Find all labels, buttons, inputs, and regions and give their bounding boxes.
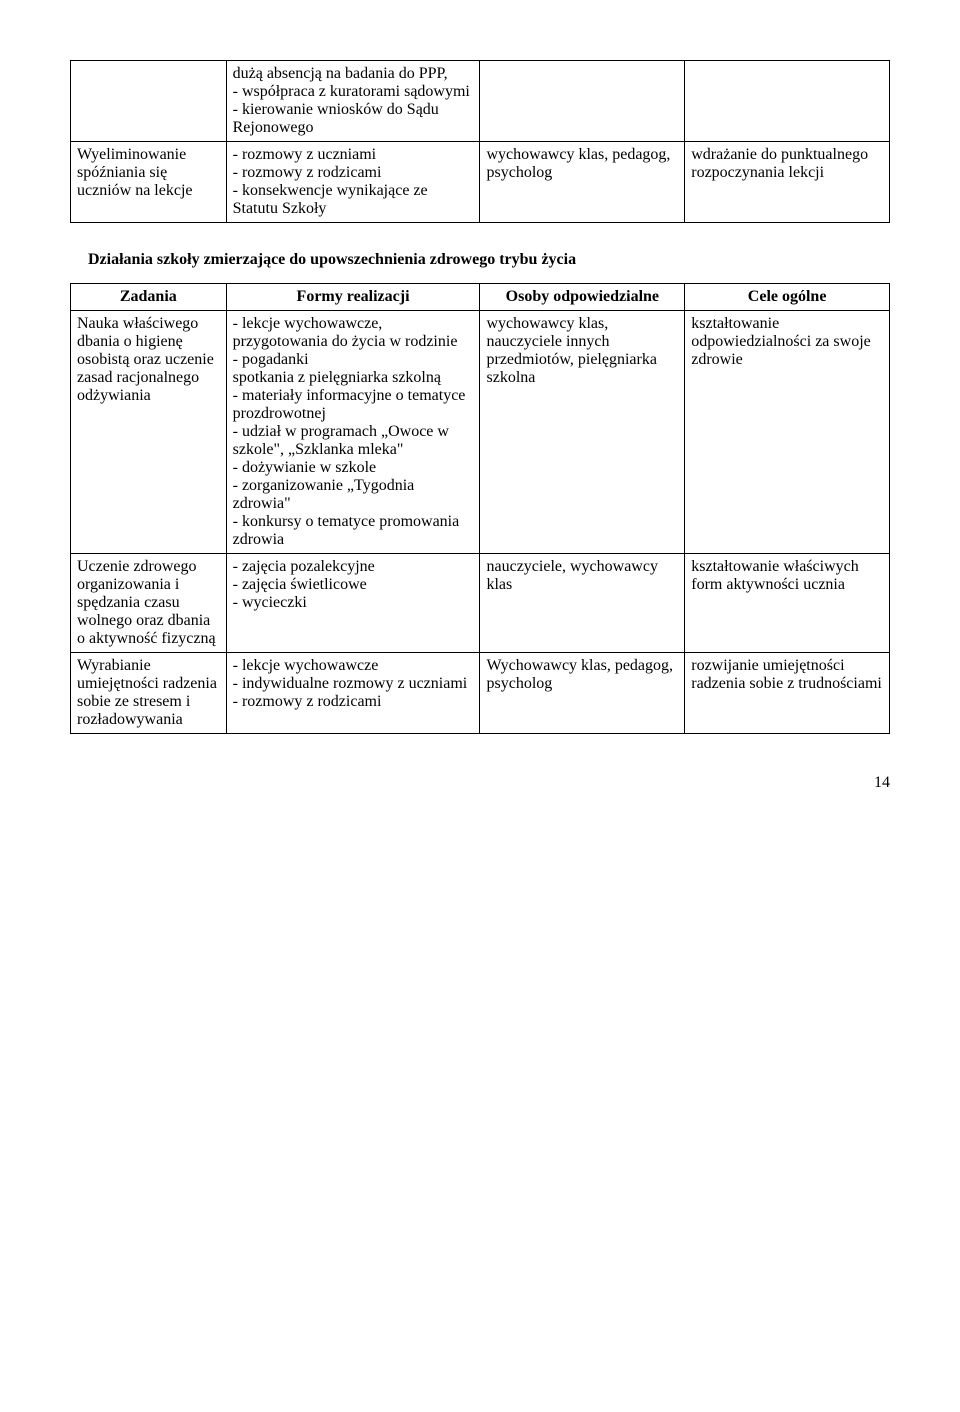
cell-text: wychowawcy klas, pedagog, psycholog bbox=[486, 146, 674, 181]
header-tasks: Zadania bbox=[71, 284, 227, 311]
cell-text: wdrażanie do punktualnego rozpoczynania … bbox=[691, 146, 872, 181]
health-activities-table: Zadania Formy realizacji Osoby odpowiedz… bbox=[70, 283, 890, 734]
section-title: Działania szkoły zmierzające do upowszec… bbox=[88, 251, 890, 269]
cell-text: nauczyciele, wychowawcy klas bbox=[486, 558, 661, 593]
cell-goals: kształtowanie odpowiedzialności za swoje… bbox=[685, 311, 890, 554]
cell-forms: - zajęcia pozalekcyjne - zajęcia świetli… bbox=[226, 554, 480, 653]
cell-task: Wyeliminowanie spóźniania się uczniów na… bbox=[71, 142, 227, 223]
cell-forms: - lekcje wychowawcze, przygotowania do ż… bbox=[226, 311, 480, 554]
cell-text: kształtowanie odpowiedzialności za swoje… bbox=[691, 315, 875, 368]
cell-goals: rozwijanie umiejętności radzenia sobie z… bbox=[685, 653, 890, 734]
cell-text: - lekcje wychowawcze, przygotowania do ż… bbox=[233, 315, 470, 548]
cell-text: - rozmowy z uczniami - rozmowy z rodzica… bbox=[233, 146, 432, 217]
page-number: 14 bbox=[70, 774, 890, 792]
cell-task bbox=[71, 61, 227, 142]
cell-text: - zajęcia pozalekcyjne - zajęcia świetli… bbox=[233, 558, 375, 611]
table-row: Nauka właściwego dbania o higienę osobis… bbox=[71, 311, 890, 554]
cell-responsible bbox=[480, 61, 685, 142]
table-row: dużą absencją na badania do PPP, - współ… bbox=[71, 61, 890, 142]
table-row: Wyrabianie umiejętności radzenia sobie z… bbox=[71, 653, 890, 734]
cell-text: wychowawcy klas, nauczyciele innych prze… bbox=[486, 315, 660, 386]
cell-text: rozwijanie umiejętności radzenia sobie z… bbox=[691, 657, 882, 692]
cell-responsible: nauczyciele, wychowawcy klas bbox=[480, 554, 685, 653]
cell-responsible: Wychowawcy klas, pedagog, psycholog bbox=[480, 653, 685, 734]
cell-goals: kształtowanie właściwych form aktywności… bbox=[685, 554, 890, 653]
table-row: Wyeliminowanie spóźniania się uczniów na… bbox=[71, 142, 890, 223]
cell-forms: - lekcje wychowawcze - indywidualne rozm… bbox=[226, 653, 480, 734]
cell-task: Wyrabianie umiejętności radzenia sobie z… bbox=[71, 653, 227, 734]
cell-text: kształtowanie właściwych form aktywności… bbox=[691, 558, 863, 593]
cell-forms: - rozmowy z uczniami - rozmowy z rodzica… bbox=[226, 142, 480, 223]
cell-text: Nauka właściwego dbania o higienę osobis… bbox=[77, 315, 218, 404]
cell-responsible: wychowawcy klas, nauczyciele innych prze… bbox=[480, 311, 685, 554]
cell-goals bbox=[685, 61, 890, 142]
cell-text: dużą absencją na badania do PPP, - współ… bbox=[233, 65, 470, 136]
cell-responsible: wychowawcy klas, pedagog, psycholog bbox=[480, 142, 685, 223]
table-row: Uczenie zdrowego organizowania i spędzan… bbox=[71, 554, 890, 653]
header-forms: Formy realizacji bbox=[226, 284, 480, 311]
cell-forms: dużą absencją na badania do PPP, - współ… bbox=[226, 61, 480, 142]
header-responsible: Osoby odpowiedzialne bbox=[480, 284, 685, 311]
table-header-row: Zadania Formy realizacji Osoby odpowiedz… bbox=[71, 284, 890, 311]
cell-text: Wyeliminowanie spóźniania się uczniów na… bbox=[77, 146, 193, 199]
continuation-table: dużą absencją na badania do PPP, - współ… bbox=[70, 60, 890, 223]
cell-text: Wyrabianie umiejętności radzenia sobie z… bbox=[77, 657, 221, 728]
cell-text: - lekcje wychowawcze - indywidualne rozm… bbox=[233, 657, 468, 710]
cell-goals: wdrażanie do punktualnego rozpoczynania … bbox=[685, 142, 890, 223]
cell-text: Wychowawcy klas, pedagog, psycholog bbox=[486, 657, 677, 692]
header-goals: Cele ogólne bbox=[685, 284, 890, 311]
cell-text: Uczenie zdrowego organizowania i spędzan… bbox=[77, 558, 216, 647]
cell-task: Uczenie zdrowego organizowania i spędzan… bbox=[71, 554, 227, 653]
cell-task: Nauka właściwego dbania o higienę osobis… bbox=[71, 311, 227, 554]
